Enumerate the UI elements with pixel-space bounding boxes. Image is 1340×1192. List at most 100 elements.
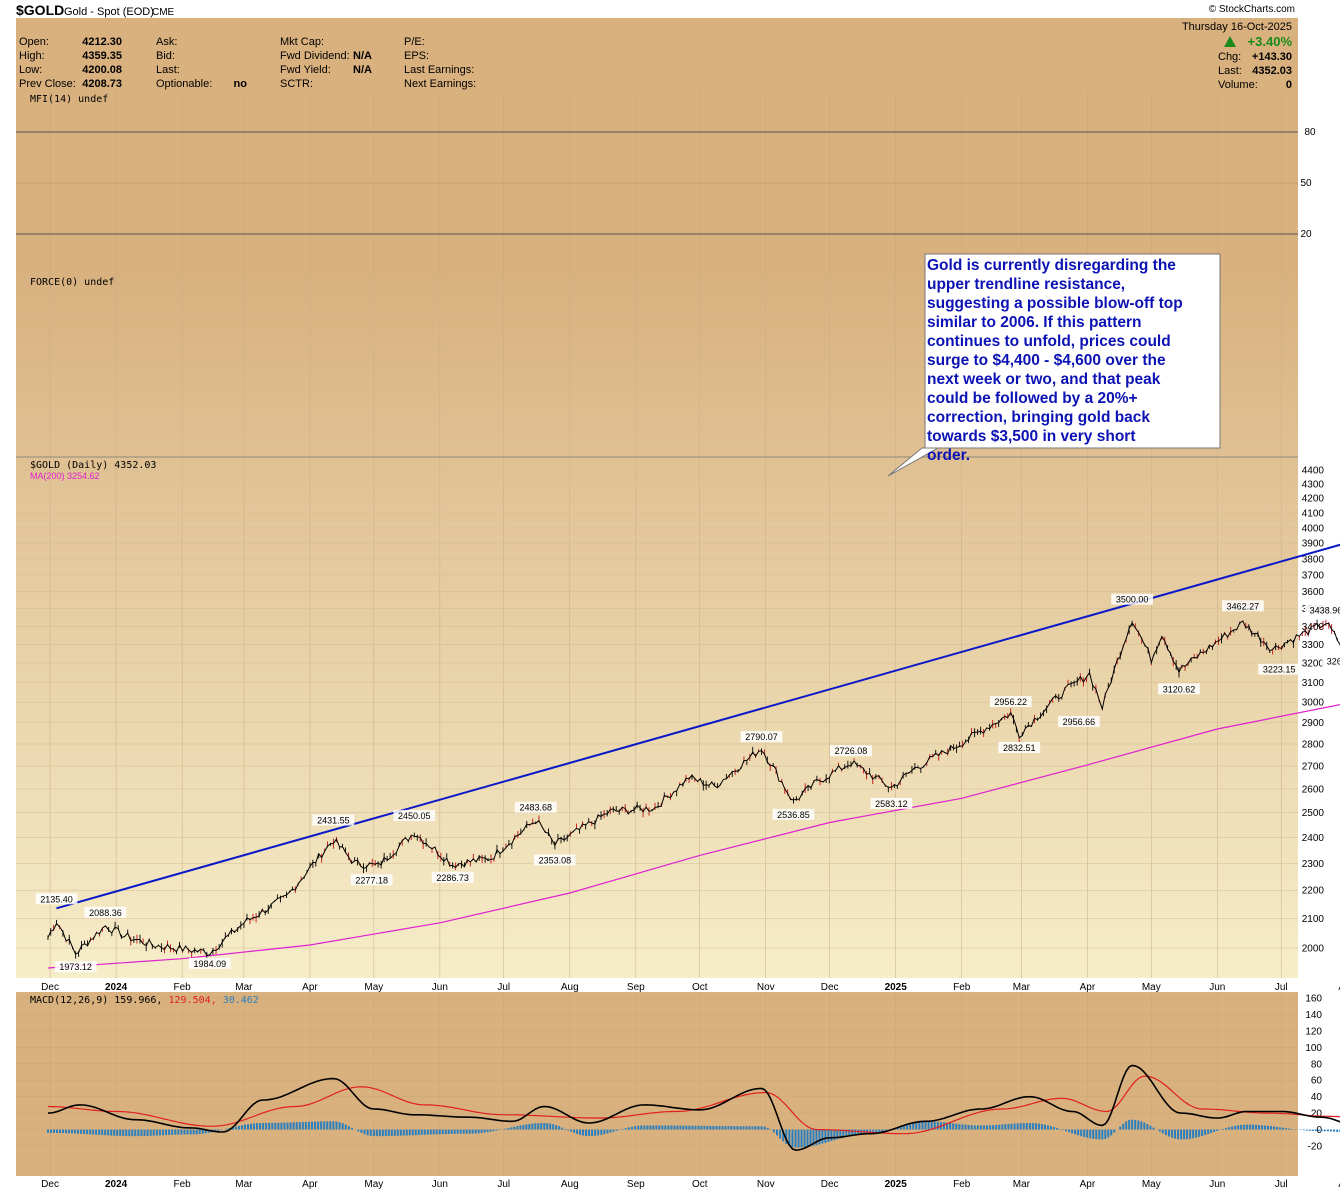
histogram-bar bbox=[615, 1129, 618, 1131]
price-y-tick: 4000 bbox=[1302, 523, 1325, 534]
last-value: 4352.03 bbox=[1252, 65, 1292, 77]
histogram-bar bbox=[231, 1127, 234, 1130]
histogram-bar bbox=[474, 1129, 477, 1134]
macd-histogram bbox=[46, 1119, 1340, 1148]
callout-box bbox=[533, 854, 576, 866]
histogram-bar bbox=[1164, 1129, 1167, 1136]
histogram-bar bbox=[797, 1129, 800, 1148]
histogram-bar bbox=[366, 1129, 369, 1136]
histogram-bar bbox=[597, 1129, 600, 1136]
price-x-tick: Apr bbox=[302, 982, 318, 993]
callout-label: 2536.85 bbox=[777, 810, 810, 820]
histogram-bar bbox=[1107, 1129, 1110, 1138]
histogram-bar bbox=[122, 1129, 125, 1136]
quote-panel bbox=[16, 18, 1298, 92]
histogram-bar bbox=[706, 1125, 709, 1130]
callout-label: 3223.15 bbox=[1263, 665, 1296, 675]
upper-trendline bbox=[56, 543, 1340, 910]
histogram-bar bbox=[183, 1129, 186, 1135]
histogram-bar bbox=[724, 1126, 727, 1130]
histogram-bar bbox=[992, 1125, 995, 1130]
signal-line bbox=[47, 1075, 1340, 1135]
histogram-bar bbox=[1222, 1128, 1225, 1130]
price-x-tick: Apr bbox=[1080, 982, 1096, 993]
histogram-bar bbox=[1320, 1129, 1323, 1132]
price-y-tick: 2500 bbox=[1302, 808, 1325, 819]
histogram-bar bbox=[1329, 1129, 1332, 1132]
callout-label: 2286.73 bbox=[436, 873, 469, 883]
histogram-bar bbox=[712, 1125, 715, 1130]
histogram-bar bbox=[417, 1129, 420, 1136]
macd-x-tick: Sep bbox=[627, 1179, 645, 1190]
histogram-bar bbox=[1004, 1124, 1007, 1130]
histogram-bar bbox=[46, 1129, 49, 1133]
histogram-bar bbox=[815, 1129, 818, 1146]
histogram-bar bbox=[384, 1129, 387, 1137]
histogram-bar bbox=[637, 1125, 640, 1130]
histogram-bar bbox=[192, 1129, 195, 1135]
histogram-bar bbox=[751, 1126, 754, 1130]
histogram-bar bbox=[335, 1121, 338, 1130]
fwd-yield-label: Fwd Yield: bbox=[280, 64, 331, 76]
volume-value: 0 bbox=[1286, 79, 1292, 91]
histogram-bar bbox=[573, 1129, 576, 1133]
histogram-bar bbox=[246, 1124, 249, 1130]
histogram-bar bbox=[1092, 1129, 1095, 1139]
macd-y-tick: 40 bbox=[1311, 1092, 1323, 1103]
histogram-bar bbox=[809, 1129, 812, 1147]
macd-x-tick: Oct bbox=[692, 1179, 708, 1190]
open-label: Open: bbox=[19, 36, 49, 48]
histogram-bar bbox=[1113, 1129, 1116, 1133]
histogram-bar bbox=[140, 1129, 143, 1137]
macd-y-tick: 60 bbox=[1311, 1076, 1323, 1087]
histogram-bar bbox=[1016, 1123, 1019, 1130]
histogram-bar bbox=[909, 1123, 912, 1130]
histogram-bar bbox=[878, 1129, 881, 1133]
histogram-bar bbox=[979, 1125, 982, 1130]
histogram-bar bbox=[673, 1125, 676, 1130]
price-y-tick: 3700 bbox=[1302, 571, 1325, 582]
histogram-bar bbox=[788, 1129, 791, 1146]
histogram-bar bbox=[155, 1129, 158, 1136]
callout-box bbox=[1111, 593, 1154, 605]
histogram-bar bbox=[803, 1129, 806, 1148]
callout-label: 2483.68 bbox=[519, 803, 552, 813]
histogram-bar bbox=[760, 1126, 763, 1130]
histogram-bar bbox=[1028, 1122, 1031, 1130]
histogram-bar bbox=[1083, 1129, 1086, 1138]
histogram-bar bbox=[924, 1121, 927, 1130]
optionable-value: no bbox=[234, 78, 248, 90]
histogram-bar bbox=[525, 1124, 528, 1130]
histogram-bar bbox=[700, 1125, 703, 1130]
price-x-tick: Aug bbox=[1338, 982, 1340, 993]
price-y-tick: 2100 bbox=[1302, 914, 1325, 925]
histogram-bar bbox=[128, 1129, 131, 1137]
histogram-bar bbox=[180, 1129, 183, 1135]
annotation-text: Gold is currently disregarding the upper … bbox=[927, 257, 1183, 464]
fwd-dividend-value: N/A bbox=[353, 50, 372, 62]
histogram-bar bbox=[543, 1122, 546, 1130]
price-label: $GOLD (Daily) 4352.03 bbox=[30, 460, 156, 471]
histogram-bar bbox=[967, 1124, 970, 1130]
histogram-bar bbox=[694, 1125, 697, 1130]
histogram-bar bbox=[101, 1129, 104, 1136]
histogram-bar bbox=[1213, 1129, 1216, 1133]
histogram-bar bbox=[1161, 1129, 1164, 1134]
callout-box bbox=[514, 801, 557, 813]
histogram-bar bbox=[104, 1129, 107, 1136]
high-label: High: bbox=[19, 50, 45, 62]
histogram-bar bbox=[420, 1129, 423, 1135]
price-x-tick: Jul bbox=[497, 982, 510, 993]
histogram-bar bbox=[1275, 1126, 1278, 1130]
histogram-bar bbox=[198, 1129, 201, 1135]
histogram-bar bbox=[1180, 1129, 1183, 1140]
ask-label: Ask: bbox=[156, 36, 177, 48]
histogram-bar bbox=[1333, 1129, 1336, 1132]
histogram-bar bbox=[1043, 1124, 1046, 1130]
sctr-label: SCTR: bbox=[280, 78, 313, 90]
callout-label: 3500.00 bbox=[1116, 595, 1149, 605]
histogram-bar bbox=[213, 1129, 216, 1132]
histogram-bar bbox=[372, 1129, 375, 1137]
histogram-bar bbox=[1110, 1129, 1113, 1136]
histogram-bar bbox=[399, 1129, 402, 1136]
